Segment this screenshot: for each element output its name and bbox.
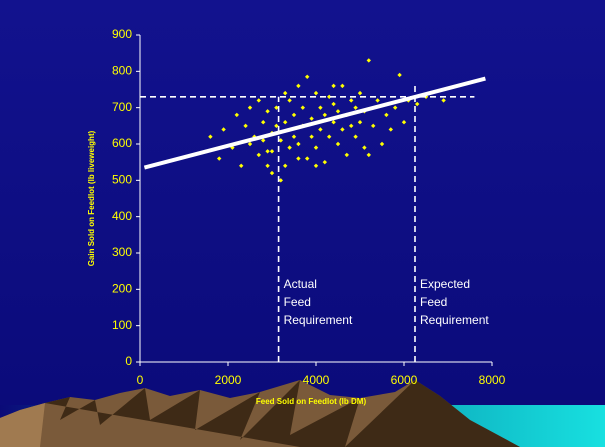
x-tick-label: 0 bbox=[137, 373, 144, 387]
y-axis-label: Gain Sold on Feedlot (lb liveweight) bbox=[87, 130, 96, 266]
annotation: Feed bbox=[420, 295, 447, 309]
y-tick-label: 200 bbox=[112, 282, 132, 296]
y-tick-label: 600 bbox=[112, 136, 132, 150]
x-tick-label: 8000 bbox=[479, 373, 506, 387]
chart: 0 100 200 300 400 500 600 700 800 900 0 2000 4000 600… bbox=[0, 0, 605, 447]
y-tick-label: 400 bbox=[112, 209, 132, 223]
x-tick-label: 6000 bbox=[391, 373, 418, 387]
annotation: Requirement bbox=[284, 313, 353, 327]
y-tick-label: 300 bbox=[112, 245, 132, 259]
y-tick-label: 700 bbox=[112, 100, 132, 114]
y-tick-label: 900 bbox=[112, 27, 132, 41]
x-tick-label: 4000 bbox=[303, 373, 330, 387]
page: 0 100 200 300 400 500 600 700 800 900 0 2000 4000 600… bbox=[0, 0, 605, 447]
annotation: Actual bbox=[284, 277, 317, 291]
y-tick-label: 100 bbox=[112, 318, 132, 332]
y-tick-label: 800 bbox=[112, 64, 132, 78]
y-tick-label: 500 bbox=[112, 173, 132, 187]
y-tick-label: 0 bbox=[125, 354, 132, 368]
annotation: Requirement bbox=[420, 313, 489, 327]
annotation: Feed bbox=[284, 295, 311, 309]
annotation: Expected bbox=[420, 277, 470, 291]
x-tick-label: 2000 bbox=[215, 373, 242, 387]
x-axis-label: Feed Sold on Feedlot (lb DM) bbox=[256, 397, 367, 406]
